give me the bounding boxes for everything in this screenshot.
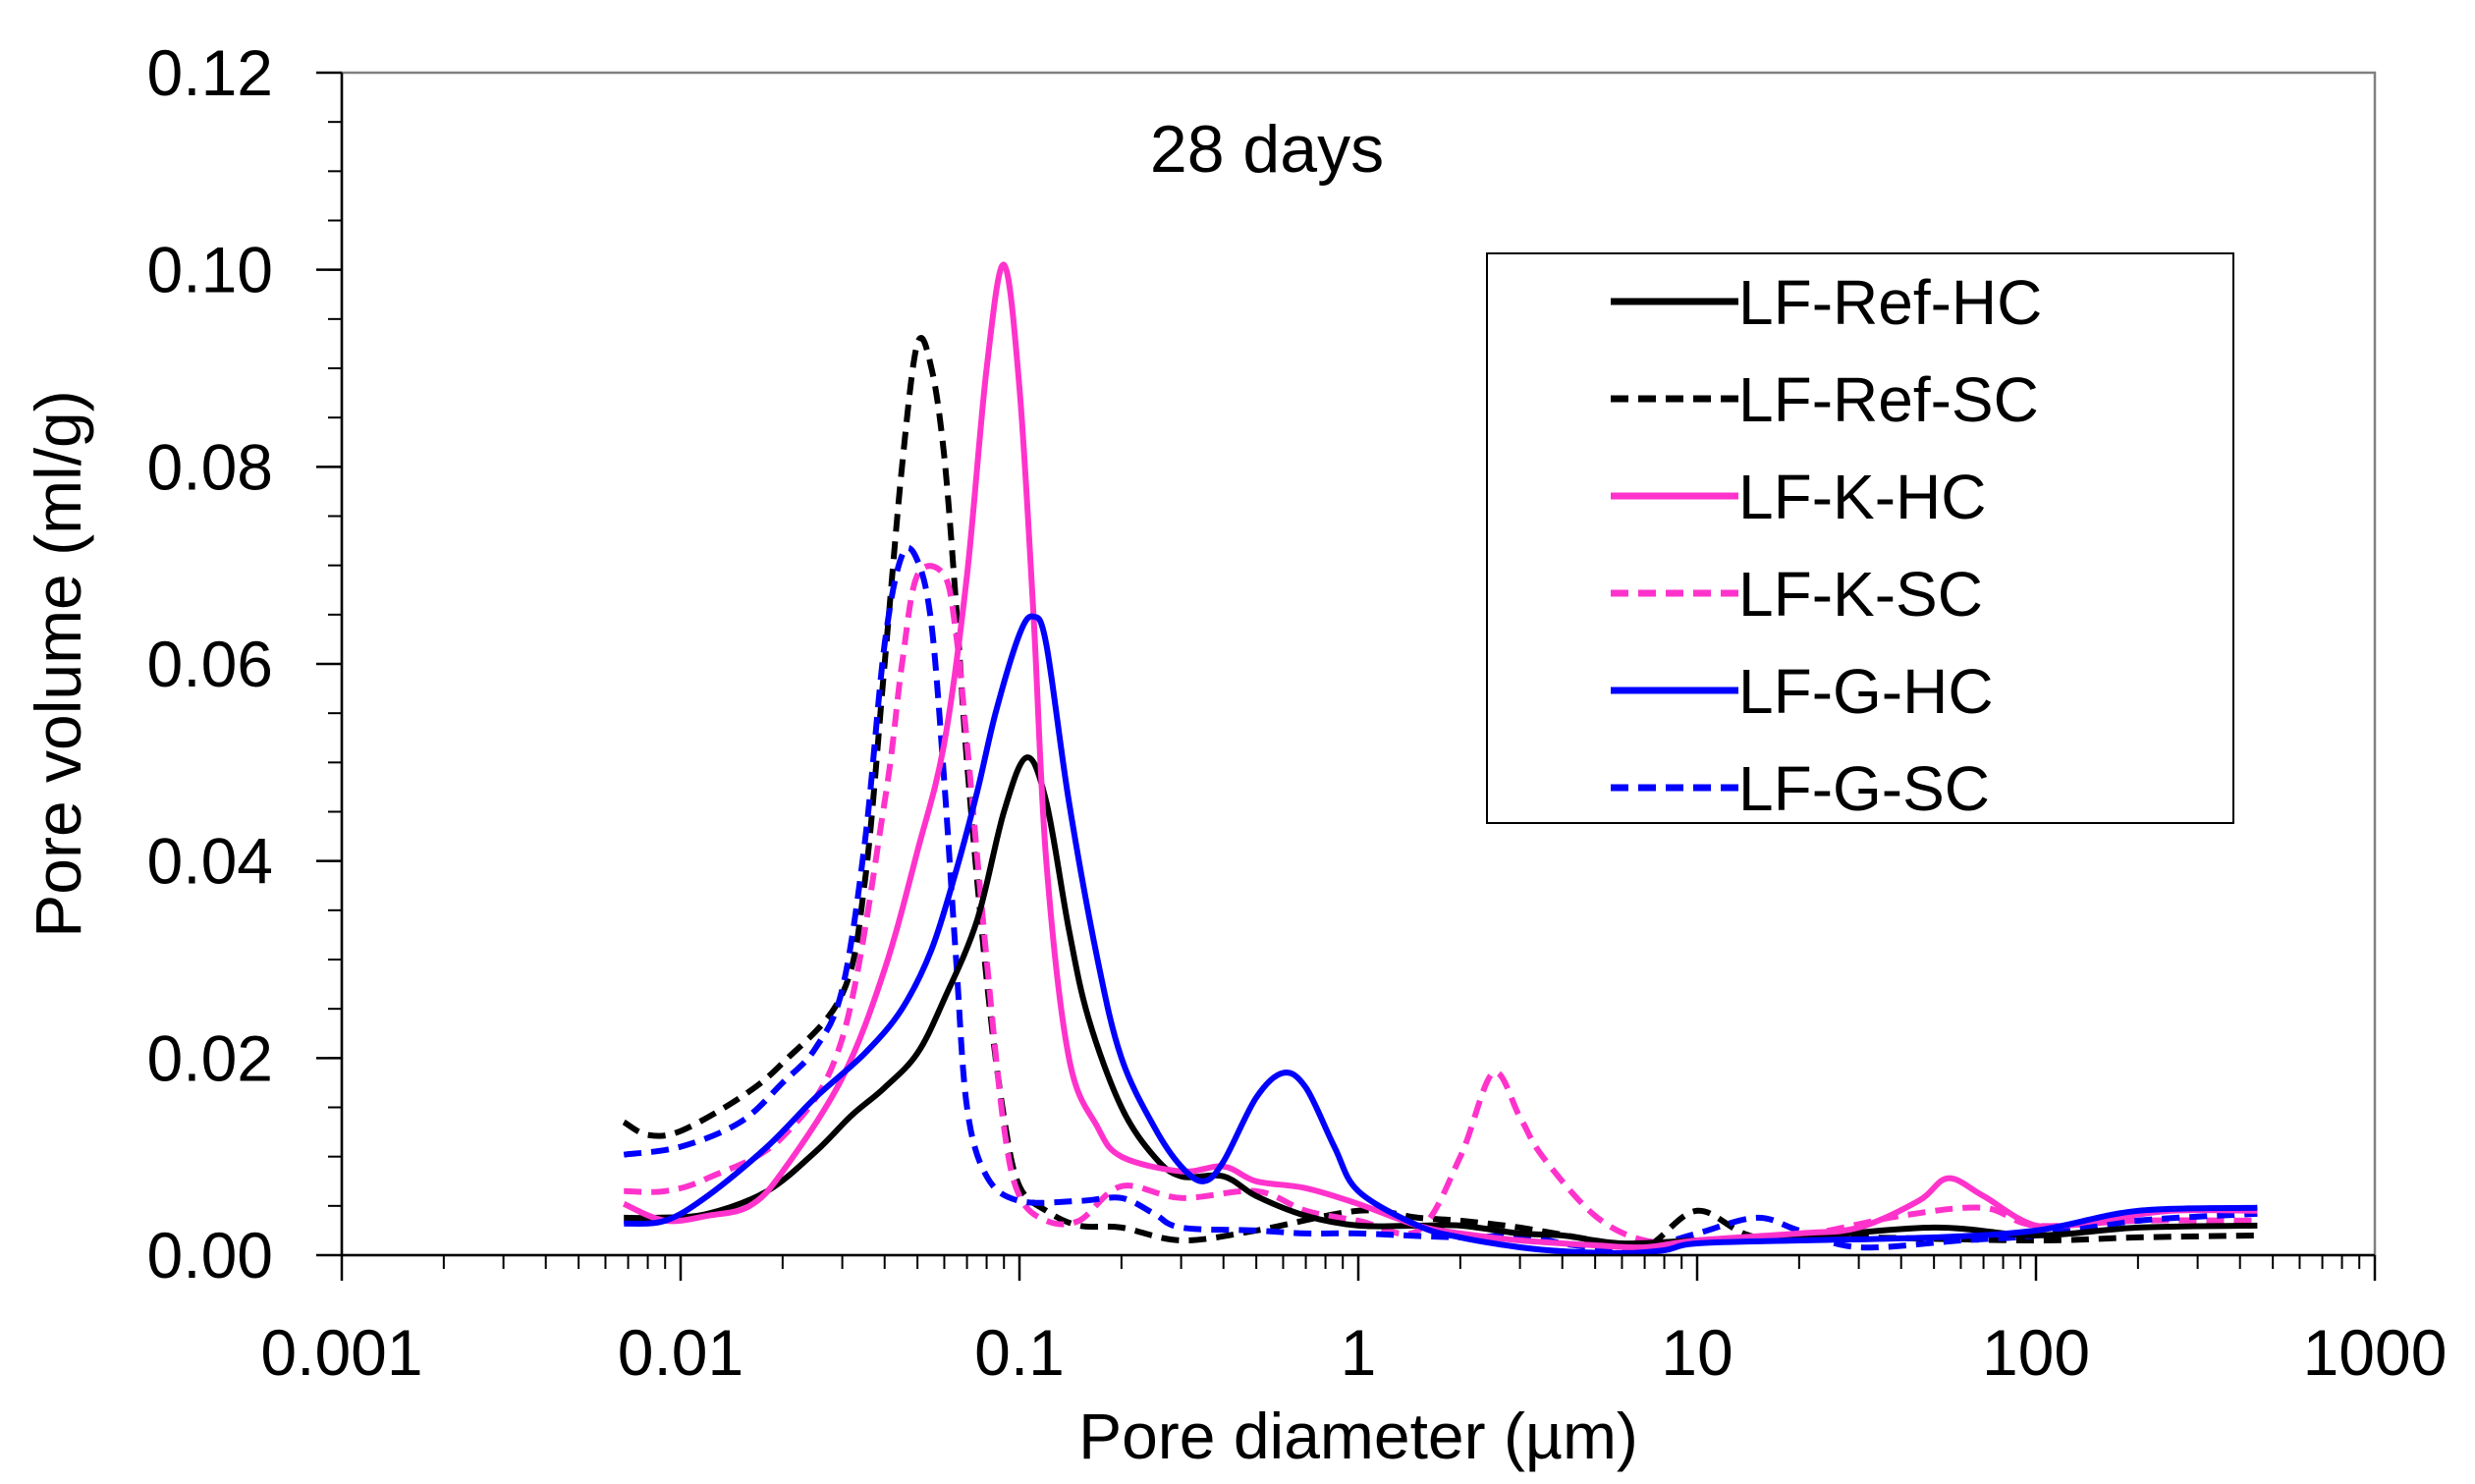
y-tick-labels: 0.00 0.02 0.04 0.06 0.08 0.10 0.12	[147, 36, 273, 1292]
x-tick-label: 0.1	[974, 1316, 1065, 1389]
x-tick-label: 0.01	[618, 1316, 743, 1389]
x-tick-label: 1000	[2303, 1316, 2448, 1389]
y-tick-label: 0.10	[147, 234, 273, 306]
series-line-lf-k-hc	[622, 261, 2258, 1251]
x-tick-label: 1	[1341, 1316, 1377, 1389]
legend-label: LF-K-HC	[1738, 462, 1986, 532]
y-axis-title: Pore volume (ml/g)	[22, 390, 94, 938]
series-line-lf-k-sc	[624, 563, 2258, 1246]
legend-label: LF-G-HC	[1738, 656, 1994, 727]
x-tick-label: 0.001	[260, 1316, 422, 1389]
y-tick-label: 0.00	[147, 1219, 273, 1292]
x-tick-label: 10	[1661, 1316, 1732, 1389]
y-tick-label: 0.04	[147, 825, 273, 898]
series-line-lf-g-hc	[623, 613, 2258, 1257]
minor-ticks	[328, 72, 2361, 1269]
y-tick-label: 0.02	[147, 1021, 273, 1094]
x-tick-label: 100	[1982, 1316, 2090, 1389]
legend: LF-Ref-HC LF-Ref-SC LF-K-HC LF-K-SC LF-G-HC L…	[1486, 252, 2234, 824]
legend-label: LF-Ref-SC	[1738, 364, 2039, 435]
legend-label: LF-G-SC	[1738, 753, 1990, 824]
legend-label: LF-Ref-HC	[1738, 267, 2042, 338]
chart-annotation: 28 days	[1150, 112, 1384, 187]
y-tick-label: 0.12	[147, 36, 273, 109]
legend-box	[1486, 252, 2234, 824]
x-tick-labels: 0.001 0.01 0.1 1 10 100 1000	[260, 1316, 2447, 1389]
y-tick-label: 0.06	[147, 628, 273, 700]
series-layer	[622, 261, 2258, 1257]
y-tick-label: 0.08	[147, 430, 273, 503]
series-line-lf-g-sc	[623, 544, 2258, 1252]
legend-label: LF-K-SC	[1738, 559, 1983, 630]
major-ticks	[316, 71, 2377, 1281]
x-axis-title: Pore diameter (µm)	[1078, 1400, 1638, 1472]
